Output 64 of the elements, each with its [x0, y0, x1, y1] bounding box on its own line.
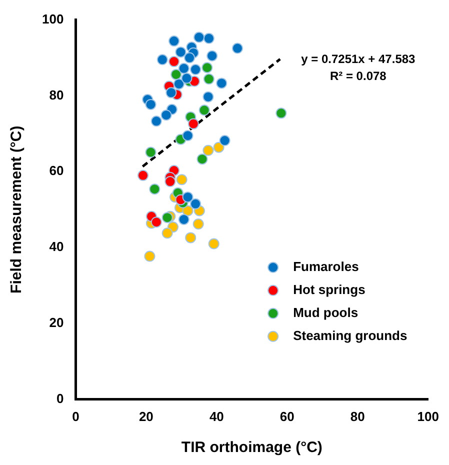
x-tick-label: 40 [209, 408, 224, 424]
point [182, 192, 194, 203]
point [162, 228, 173, 239]
point [166, 87, 177, 98]
legend-label: Fumaroles [293, 258, 359, 274]
point [145, 98, 156, 110]
y-tick-label: 20 [49, 315, 64, 330]
point [168, 56, 180, 68]
point [149, 184, 160, 195]
y-tick-label: 80 [49, 87, 64, 102]
point [178, 214, 190, 225]
point [202, 144, 214, 156]
point [181, 72, 192, 84]
y-tick-label: 40 [49, 239, 64, 254]
x-tick-label: 60 [280, 408, 294, 424]
point [138, 170, 149, 181]
point [175, 46, 186, 58]
x-axis-title: TIR orthoimage (°C) [181, 439, 322, 456]
point [196, 154, 208, 165]
point [162, 212, 173, 224]
point [232, 42, 243, 54]
point [190, 64, 202, 76]
point [188, 118, 199, 130]
y-tick-label: 60 [49, 163, 64, 178]
point [184, 52, 196, 64]
point [150, 216, 162, 228]
point [185, 232, 196, 244]
annotation: y = 0.7251x + 47.583 [301, 52, 416, 66]
point [202, 62, 213, 74]
legend-label: Mud pools [293, 304, 358, 320]
y-axis-title: Field measurement (°C) [8, 126, 26, 294]
point [216, 78, 228, 89]
x-tick-label: 0 [72, 408, 80, 424]
point [203, 74, 214, 85]
point [178, 62, 190, 74]
point [170, 68, 182, 80]
x-tick-label: 80 [350, 408, 365, 424]
point [150, 116, 162, 127]
point [213, 142, 224, 153]
point [203, 32, 214, 44]
x-tick-label: 20 [138, 408, 154, 424]
point [182, 130, 194, 142]
y-tick-label: 100 [42, 11, 64, 26]
point [194, 32, 205, 43]
point [176, 174, 188, 186]
point [192, 218, 204, 230]
y-tick-label: 0 [56, 390, 64, 406]
point [164, 176, 176, 188]
point [206, 50, 218, 62]
point [198, 104, 210, 116]
point [208, 238, 220, 250]
annotation: R² = 0.078 [330, 69, 387, 84]
point [202, 91, 214, 102]
point [160, 110, 172, 121]
point [144, 250, 156, 262]
x-tick-label: 100 [417, 408, 440, 424]
point [168, 36, 180, 47]
point [156, 54, 168, 66]
legend-label: Hot springs [293, 282, 366, 297]
point [173, 78, 184, 90]
point [219, 135, 230, 146]
legend-label: Steaming grounds [293, 328, 408, 343]
point [145, 146, 156, 158]
point [276, 108, 287, 119]
